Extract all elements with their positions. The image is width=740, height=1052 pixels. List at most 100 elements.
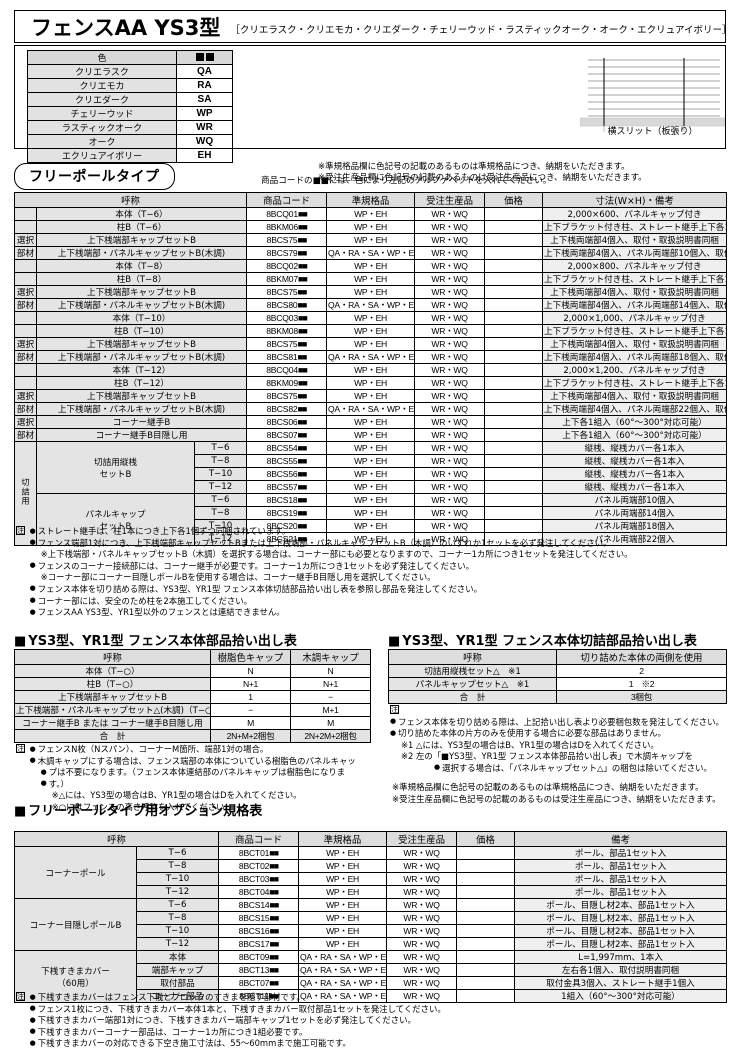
color-name: チェリーウッド bbox=[27, 106, 177, 121]
product-code: 8BCT02 bbox=[218, 859, 300, 873]
made-to-order-product: WR・WQ bbox=[386, 911, 458, 925]
color-table-row: オーク WQ bbox=[27, 134, 233, 149]
part-name: 下桟すきまカバー （60用） bbox=[14, 950, 137, 1003]
product-code: 8BKM07 bbox=[246, 272, 328, 286]
price bbox=[456, 924, 516, 938]
free-pole-type-banner: フリーポールタイプ bbox=[14, 163, 175, 190]
cut-parts-footnotes: 注 フェンス本体を切り詰める際は、上記拾い出し表より必要梱包数を発注してください… bbox=[390, 705, 736, 775]
price bbox=[456, 898, 516, 912]
part-name: コーナー目隠しポールB bbox=[14, 898, 137, 951]
table-row: コーナー目隠しポールBT−68BCS14WP・EHWR・WQポール、目隠し材2本… bbox=[14, 898, 728, 951]
footnote-item: 下桟すきまカバーはフェンス下桟とブロックのすきまを隠す部材です。 bbox=[30, 992, 446, 1004]
dimension-remark: 上下桟両端部4個入、パネル両端部10個入、取付・取扱説明書同梱 bbox=[542, 246, 728, 260]
part-size: T−8 bbox=[193, 506, 248, 520]
part-name: 上下桟端部・パネルキャップセットB(木調) bbox=[35, 402, 248, 416]
color-table-header-code bbox=[176, 50, 233, 65]
footnote-item: ※△には、YS3型の場合はB、YR1型の場合はDを入れてください。 bbox=[51, 790, 302, 801]
made-to-order-product: WR・WQ bbox=[414, 311, 486, 325]
horizontal-slat-fence-icon bbox=[579, 58, 726, 132]
table-row: 切詰用切詰用縦桟セットBT−68BCS54WP・EHWR・WQ縦桟、縦桟カバー各… bbox=[14, 441, 728, 546]
wood-cap-qty: N+1 bbox=[290, 677, 371, 691]
note-icon: 注 bbox=[16, 526, 25, 535]
free-pole-spec-table-wrap: 呼称 商品コード 準規格品 受注生産品 価格 寸法(W×H)・備考 本体（T−6） 8BCQ… bbox=[13, 192, 728, 546]
cut-parts-table: 呼称 切り詰めた本体の両側を使用 切詰用縦桟セット△ ※1 2 パネルキャップセット△… bbox=[388, 649, 727, 704]
column-header: 商品コード bbox=[218, 831, 300, 847]
quantity: 2 bbox=[556, 664, 727, 678]
column-header: 準規格品 bbox=[298, 831, 388, 847]
footnote-item: 木調キャップにする場合は、フェンス端部の本体についている樹脂色のパネルキャッ bbox=[30, 756, 356, 768]
product-code: 8BCS75 bbox=[246, 233, 328, 247]
column-header: 価格 bbox=[484, 192, 544, 208]
made-to-order-product: WR・WQ bbox=[414, 298, 486, 312]
footnote-item: 選択する場合は、「パネルキャップセット△」の梱包は除いてください。 bbox=[390, 763, 724, 775]
product-code: 8BCS16 bbox=[218, 924, 300, 938]
color-code-note: 商品コードの■■には、色により左記のアルファベットを入れてください。 bbox=[261, 176, 552, 186]
footnote-item: ストレート継手は、柱1本につき上下各1個ずつ同梱されています。 bbox=[30, 526, 633, 538]
part-name: 柱B（T−○） bbox=[14, 677, 211, 691]
footnote-item: フェンス本体を切り詰める際は、上記拾い出し表より必要梱包数を発注してください。 bbox=[390, 717, 724, 729]
price bbox=[484, 272, 544, 286]
made-to-order-product: WR・WQ bbox=[414, 506, 486, 520]
footnote-item: フェンス端部1対につき、上下桟端部キャップセットBまたは上下桟端部・パネルキャッ… bbox=[30, 538, 633, 550]
price bbox=[456, 989, 516, 1003]
standard-product: WP・EH bbox=[326, 311, 416, 325]
wood-cap-qty: M+1 bbox=[290, 703, 371, 717]
wood-cap-qty: M bbox=[290, 716, 371, 730]
remark: ポール、目隠し材2本、部品1セット入 bbox=[514, 924, 728, 938]
price bbox=[484, 259, 544, 273]
part-size: T−12 bbox=[193, 532, 248, 546]
column-header: 呼称 bbox=[13, 831, 220, 847]
price bbox=[484, 402, 544, 416]
standard-product: QA・RA・SA・WP・EH bbox=[298, 976, 388, 990]
resin-cap-qty: N bbox=[210, 664, 291, 678]
free-pole-notes: ※準規格品欄に色記号の記載のあるものは準規格品につき、納期をいただきます。 ※受… bbox=[318, 162, 647, 185]
cut-parts-right-note-1: ※準規格品欄に色記号の記載のあるものは準規格品につき、納期をいただきます。 bbox=[392, 783, 704, 793]
footnote-item: ※2 左の「■YS3型、YR1型 フェンス本体部品拾い出し表」で木調キャップを bbox=[401, 751, 693, 762]
part-name: 合 計 bbox=[388, 690, 557, 704]
standard-product: WP・EH bbox=[326, 376, 416, 390]
table-row: 本体（T−○） N N bbox=[14, 664, 371, 678]
quantity: 1 ※2 bbox=[556, 677, 727, 691]
part-name: 本体（T−8） bbox=[35, 259, 248, 273]
part-name: 本体（T−12） bbox=[35, 363, 248, 377]
made-to-order-product: WR・WQ bbox=[414, 428, 486, 442]
option-table-heading: フリーポールタイプ用オプション規格表 bbox=[14, 800, 262, 819]
price bbox=[456, 976, 516, 990]
price bbox=[484, 389, 544, 403]
dimension-remark: 上下桟両端部4個入、取付・取扱説明書同梱 bbox=[542, 389, 728, 403]
made-to-order-product: WR・WQ bbox=[414, 259, 486, 273]
product-code: 8BCT07 bbox=[218, 976, 300, 990]
table-row: パネルキャップセット△ ※1 1 ※2 bbox=[388, 677, 727, 691]
part-name: 上下桟端部キャップセットB bbox=[35, 389, 248, 403]
dimension-remark: 縦桟、縦桟カバー各1本入 bbox=[542, 454, 728, 468]
select-part-label: 選択 bbox=[14, 285, 37, 299]
color-name: エクリュアイボリー bbox=[27, 148, 177, 163]
color-table-row: エクリュアイボリー EH bbox=[27, 148, 233, 163]
part-size: T−12 bbox=[135, 937, 220, 951]
cut-parts-right-note-2: ※受注生産品欄に色記号の記載のあるものは受注生産品につき、納期をいただきます。 bbox=[392, 795, 721, 805]
dimension-remark: パネル両端部10個入 bbox=[542, 493, 728, 507]
price bbox=[484, 311, 544, 325]
made-to-order-product: WR・WQ bbox=[386, 859, 458, 873]
product-code: 8BCS17 bbox=[218, 937, 300, 951]
column-header: 備考 bbox=[514, 831, 728, 847]
part-name: 本体（T−6） bbox=[35, 207, 248, 221]
dimension-remark: パネル両端部14個入 bbox=[542, 506, 728, 520]
price bbox=[484, 246, 544, 260]
select-part-label bbox=[14, 324, 37, 338]
body-parts-table-wrap: 呼称 樹脂色キャップ 木調キャップ 本体（T−○） N N 柱B（T−○） N+1 N+1 上下… bbox=[14, 649, 371, 743]
color-code: WR bbox=[176, 120, 233, 135]
standard-product: WP・EH bbox=[326, 415, 416, 429]
page-title-box: フェンスAA YS3型 ［クリエラスク・クリエモカ・クリエダーク・チェリーウッド… bbox=[14, 10, 731, 43]
product-code: 8BCS55 bbox=[246, 454, 328, 468]
made-to-order-product: WR・WQ bbox=[414, 454, 486, 468]
color-code: WQ bbox=[176, 134, 233, 149]
free-pole-footnotes: 注 ストレート継手は、柱1本につき上下各1個ずつ同梱されています。フェンス端部1… bbox=[16, 526, 728, 619]
price bbox=[456, 911, 516, 925]
table-row: 柱B（T−○） N+1 N+1 bbox=[14, 677, 371, 691]
